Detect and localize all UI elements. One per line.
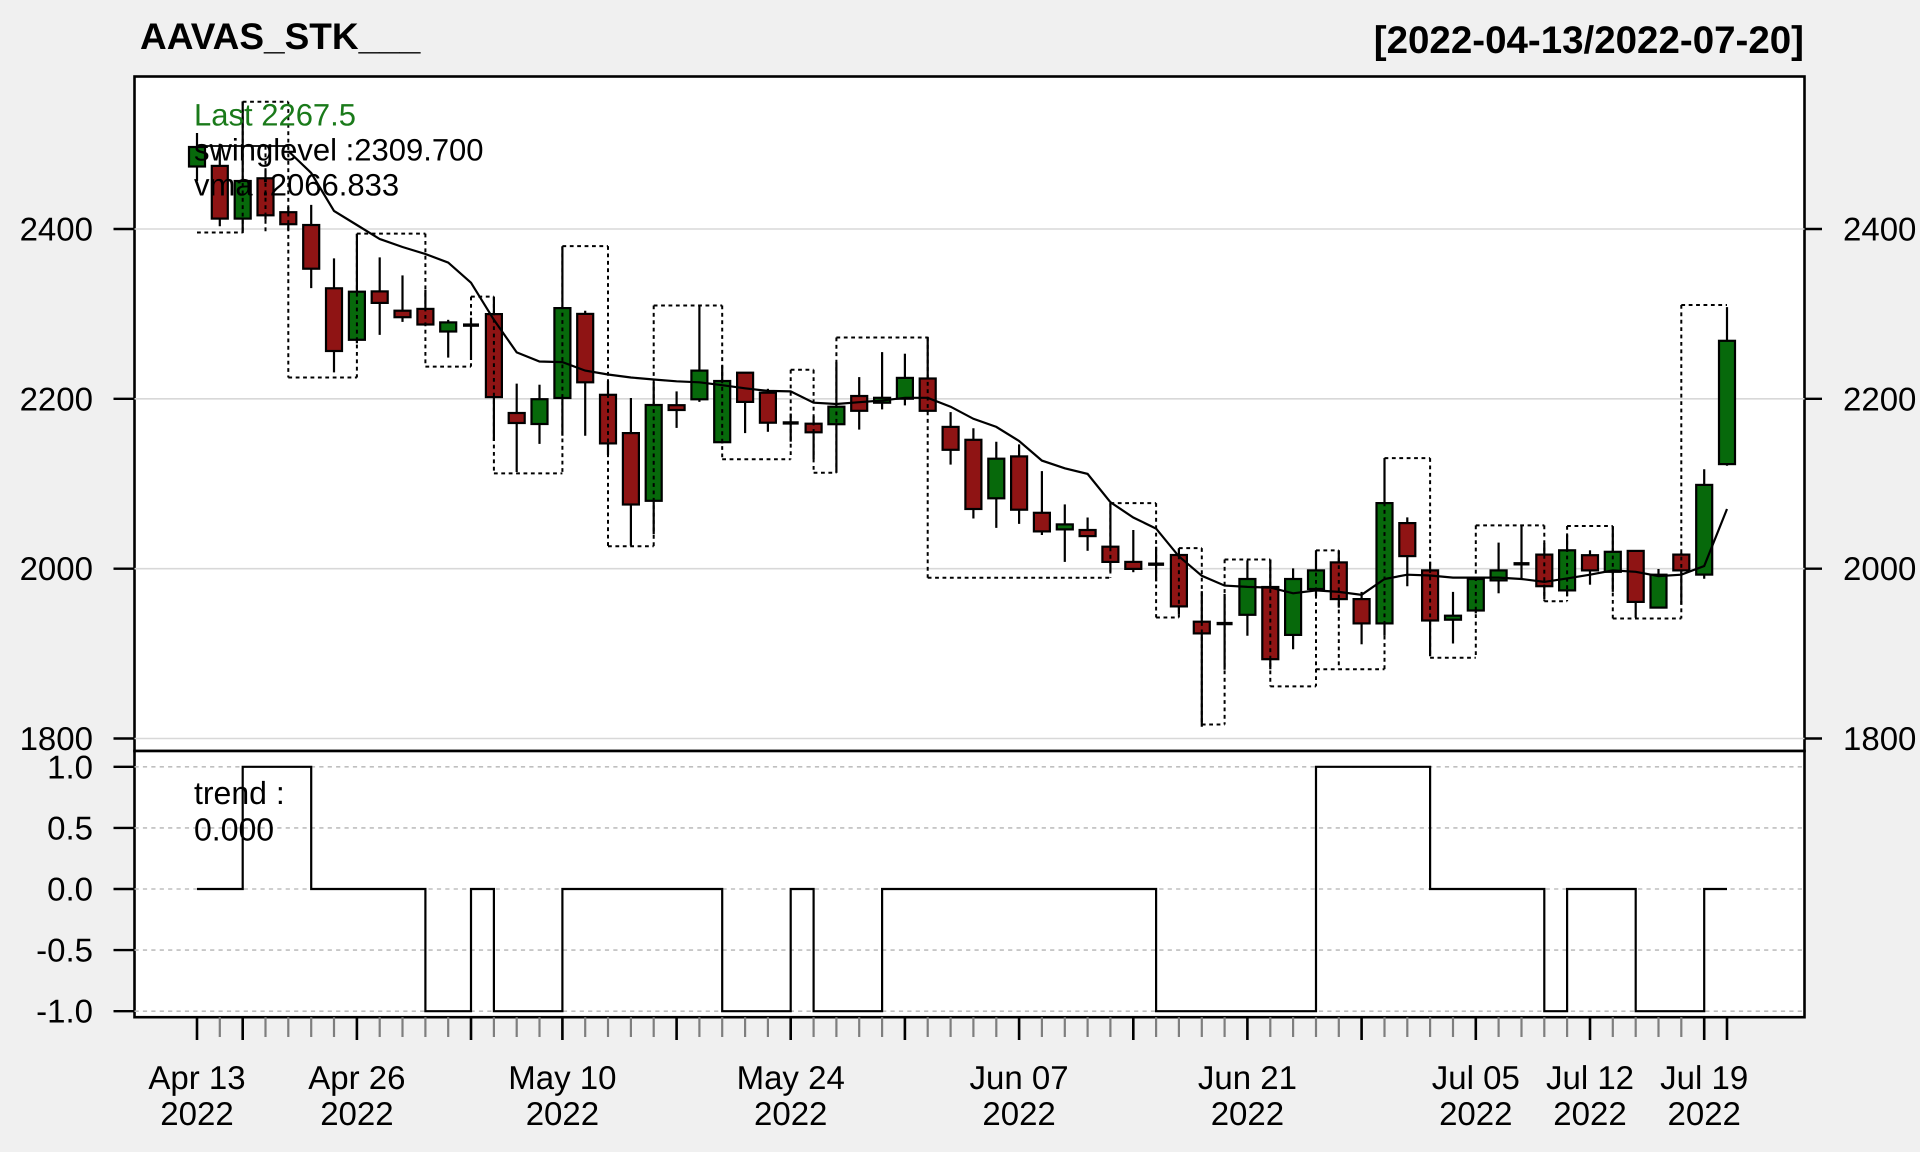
svg-text:May 10: May 10 bbox=[508, 1059, 616, 1096]
svg-text:vma :2066.833: vma :2066.833 bbox=[194, 167, 399, 202]
svg-text:2200: 2200 bbox=[20, 380, 93, 417]
svg-text:AAVAS_STK___: AAVAS_STK___ bbox=[140, 16, 421, 57]
svg-text:2000: 2000 bbox=[20, 550, 93, 587]
svg-text:2022: 2022 bbox=[160, 1095, 233, 1132]
svg-text:May 24: May 24 bbox=[737, 1059, 845, 1096]
svg-text:Apr 13: Apr 13 bbox=[148, 1059, 245, 1096]
svg-text:Last 2267.5: Last 2267.5 bbox=[194, 98, 356, 133]
svg-text:Jul 05: Jul 05 bbox=[1432, 1059, 1520, 1096]
svg-text:2022: 2022 bbox=[982, 1095, 1055, 1132]
svg-text:1800: 1800 bbox=[1843, 720, 1916, 757]
svg-text:trend :: trend : bbox=[194, 775, 285, 811]
svg-text:2022: 2022 bbox=[320, 1095, 393, 1132]
svg-text:Jun 21: Jun 21 bbox=[1198, 1059, 1297, 1096]
svg-text:swinglevel :2309.700: swinglevel :2309.700 bbox=[194, 132, 484, 167]
svg-text:2022: 2022 bbox=[526, 1095, 599, 1132]
svg-text:2400: 2400 bbox=[20, 211, 93, 248]
svg-text:2022: 2022 bbox=[754, 1095, 827, 1132]
svg-text:Jun 07: Jun 07 bbox=[970, 1059, 1069, 1096]
svg-text:2022: 2022 bbox=[1211, 1095, 1284, 1132]
svg-text:Jul 12: Jul 12 bbox=[1546, 1059, 1634, 1096]
svg-text:Apr 26: Apr 26 bbox=[308, 1059, 405, 1096]
svg-text:1800: 1800 bbox=[20, 720, 93, 757]
svg-text:2022: 2022 bbox=[1667, 1095, 1740, 1132]
svg-text:[2022-04-13/2022-07-20]: [2022-04-13/2022-07-20] bbox=[1374, 19, 1804, 62]
svg-text:0.000: 0.000 bbox=[194, 812, 274, 848]
svg-text:2022: 2022 bbox=[1553, 1095, 1626, 1132]
svg-text:1.0: 1.0 bbox=[47, 748, 93, 785]
svg-text:Jul 19: Jul 19 bbox=[1660, 1059, 1748, 1096]
svg-text:-1.0: -1.0 bbox=[36, 993, 93, 1030]
svg-text:2200: 2200 bbox=[1843, 380, 1916, 417]
svg-text:-0.5: -0.5 bbox=[36, 932, 93, 969]
svg-text:2000: 2000 bbox=[1843, 550, 1916, 587]
svg-text:2022: 2022 bbox=[1439, 1095, 1512, 1132]
svg-text:0.0: 0.0 bbox=[47, 871, 93, 908]
svg-text:0.5: 0.5 bbox=[47, 809, 93, 846]
svg-text:2400: 2400 bbox=[1843, 211, 1916, 248]
